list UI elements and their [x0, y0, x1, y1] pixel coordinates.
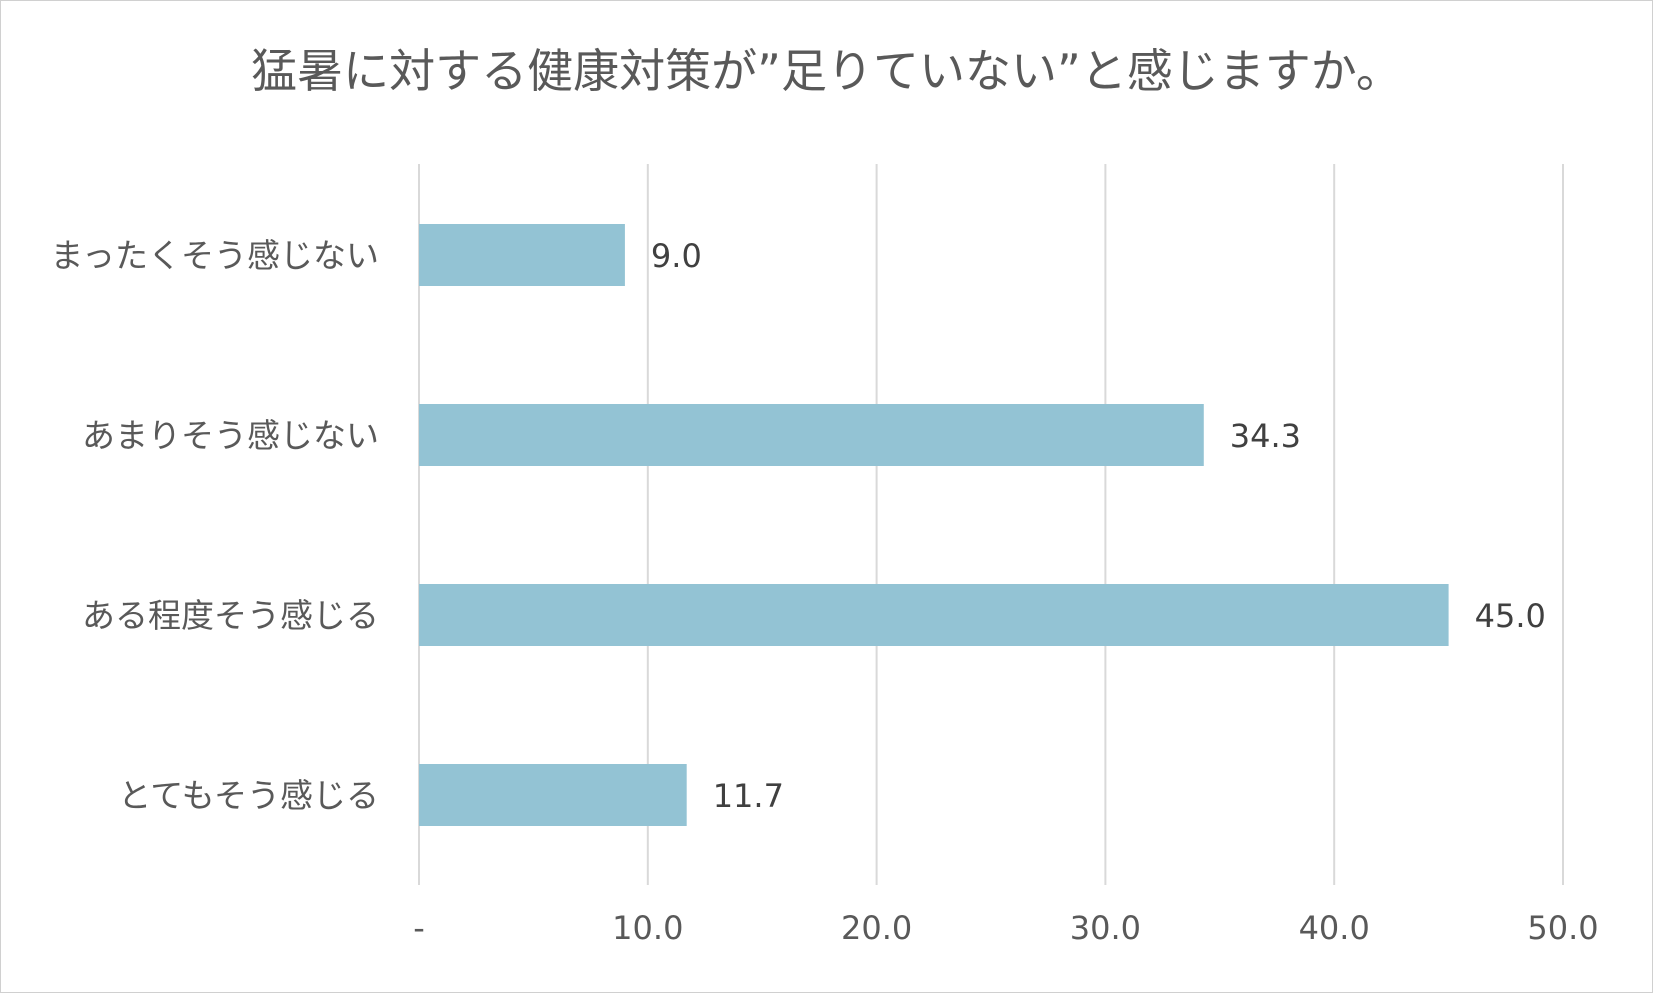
value-label: 34.3: [1230, 417, 1301, 455]
value-label: 11.7: [713, 777, 784, 815]
chart-title: 猛暑に対する健康対策が”足りていない”と感じますか。: [251, 44, 1402, 98]
category-label: とてもそう感じる: [118, 776, 379, 815]
x-tick-label: 30.0: [1070, 909, 1141, 947]
bar: [419, 584, 1449, 646]
x-tick-label: 20.0: [841, 909, 912, 947]
value-label: 45.0: [1475, 597, 1546, 635]
category-label: まったくそう感じない: [50, 236, 379, 275]
x-tick-label: 10.0: [612, 909, 683, 947]
value-label: 9.0: [651, 237, 702, 275]
x-tick-label: -: [413, 909, 425, 947]
bar: [419, 764, 687, 826]
x-tick-label: 50.0: [1527, 909, 1598, 947]
x-tick-label: 40.0: [1299, 909, 1370, 947]
bar: [419, 404, 1204, 466]
bar: [419, 224, 625, 286]
bars: [419, 224, 1449, 826]
category-label: ある程度そう感じる: [82, 596, 379, 635]
category-label: あまりそう感じない: [82, 416, 379, 455]
value-labels: 9.0 34.3 45.0 11.7: [651, 237, 1546, 815]
x-tick-labels: - 10.0 20.0 30.0 40.0 50.0: [413, 909, 1598, 947]
